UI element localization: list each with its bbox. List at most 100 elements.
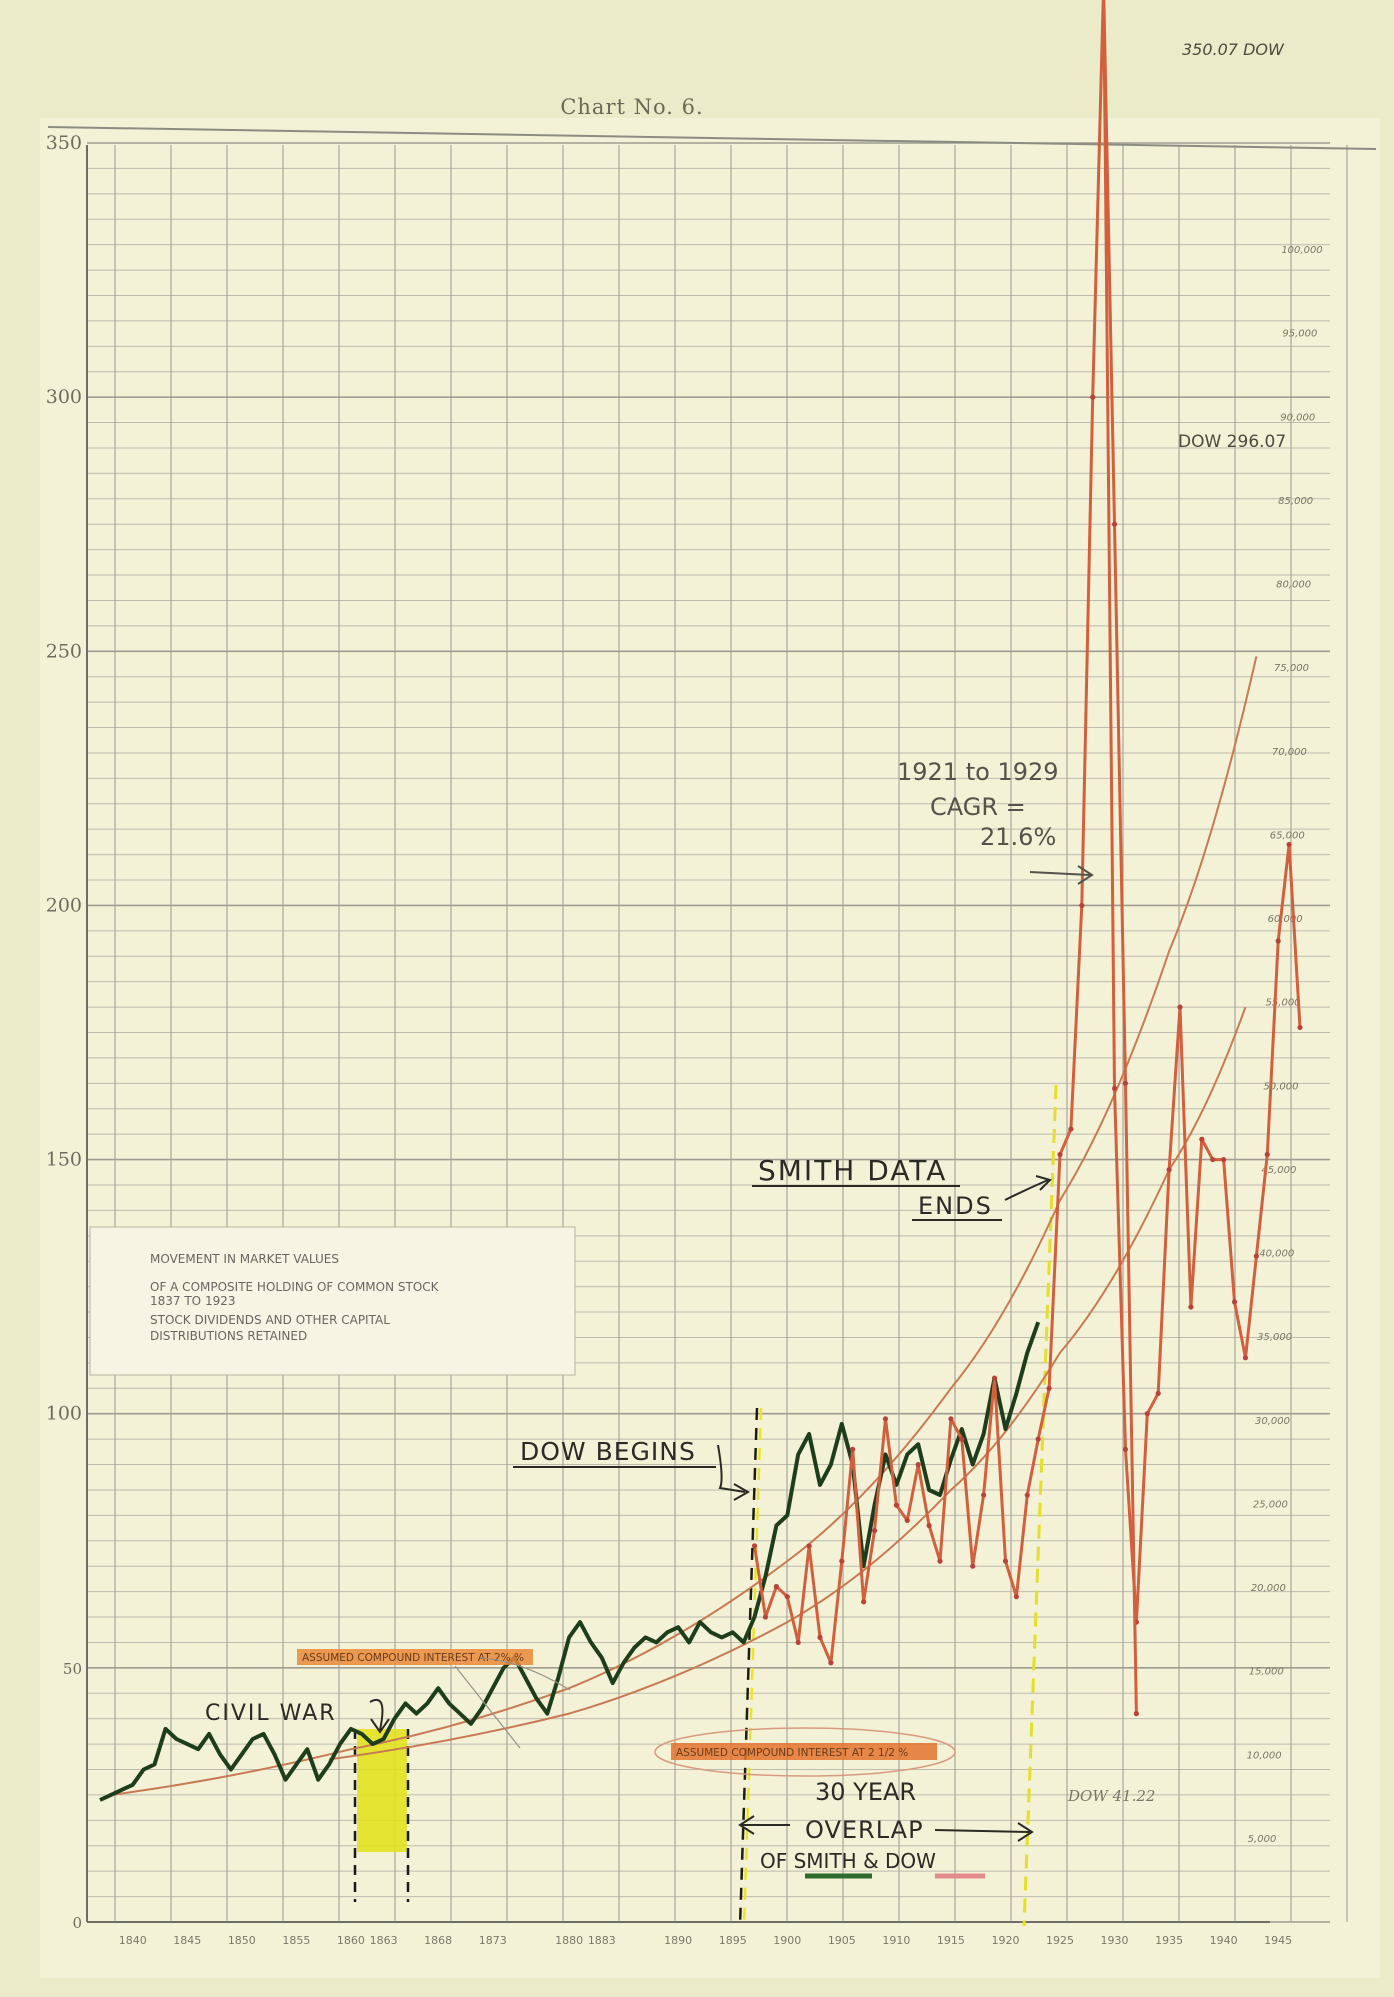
right-axis-label: 55,000: [1266, 998, 1301, 1009]
interest-label-lower-bg: [671, 1743, 937, 1760]
x-tick-label: 1920: [991, 1934, 1019, 1947]
dow-data-point: [1155, 1390, 1161, 1396]
smith-data-label-line-1: SMITH DATA: [758, 1154, 947, 1187]
x-tick-label: 1895: [719, 1934, 747, 1947]
x-tick-label: 1940: [1210, 1934, 1238, 1947]
right-axis-label: 95,000: [1282, 329, 1317, 340]
civil-war-label: CIVIL WAR: [205, 1701, 337, 1726]
cagr-label-line-3: 21.6%: [980, 823, 1056, 851]
dow-data-point: [1177, 1004, 1183, 1010]
right-axis-label: 15,000: [1249, 1667, 1284, 1678]
x-tick-labels: 1840 1845 1850 1855 1860 1863 1868 1873 1880 1883…: [119, 1934, 1292, 1947]
dow-data-point: [893, 1502, 899, 1508]
x-tick-label: 1925: [1046, 1934, 1074, 1947]
dow-data-point: [1221, 1156, 1227, 1163]
right-axis-label: 30,000: [1255, 1416, 1290, 1427]
dow-data-point: [871, 1528, 878, 1534]
y-tick-label: 100: [46, 1403, 82, 1425]
y-tick-label: 200: [46, 894, 82, 916]
cagr-label-line-1: 1921 to 1929: [897, 758, 1059, 786]
dow-data-point: [959, 1436, 965, 1442]
overlap-label-line-1: 30 YEAR: [815, 1778, 916, 1806]
dow-data-point: [981, 1492, 987, 1498]
dow-data-point: [762, 1614, 769, 1620]
right-axis-label: 20,000: [1251, 1583, 1286, 1594]
dow-data-point: [1231, 1299, 1238, 1305]
overlap-label-line-2: OVERLAP: [805, 1816, 924, 1844]
dow-41-label: DOW 41.22: [1067, 1787, 1155, 1805]
y-tick-label: 50: [63, 1660, 82, 1678]
dow-data-point: [1210, 1156, 1216, 1163]
right-axis-label: 25,000: [1253, 1499, 1288, 1510]
dow-data-point: [1079, 902, 1085, 909]
dow-data-point: [861, 1599, 867, 1605]
data-series: [99, 0, 1303, 1802]
dow-data-point: [1133, 1711, 1139, 1717]
overlap-arrow-right: [934, 1822, 1034, 1842]
dow-data-point: [784, 1594, 790, 1600]
vertical-gridlines: [114, 145, 1348, 1922]
right-axis-label: 35,000: [1257, 1332, 1292, 1343]
x-tick-label: 1880: [555, 1934, 583, 1947]
dow-data-point: [926, 1522, 932, 1529]
x-tick-label: 1855: [282, 1934, 310, 1947]
dow-data-point: [1264, 1151, 1270, 1158]
dow-data-point: [1242, 1355, 1249, 1361]
civil-war-arrow: [369, 1699, 390, 1734]
dow-data-point: [1068, 1126, 1074, 1132]
legend-line-3: 1837 TO 1923: [150, 1294, 235, 1308]
dow-data-point: [1057, 1151, 1063, 1158]
right-axis-label: 60,000: [1268, 914, 1303, 925]
dow-data-point: [1111, 1085, 1118, 1092]
dow-296-label: DOW 296.07: [1178, 432, 1286, 452]
dow-data-point: [1253, 1253, 1259, 1259]
right-axis-label: 5,000: [1248, 1834, 1277, 1845]
x-tick-label: 1915: [937, 1934, 965, 1947]
dow-begins-marker-yellow: [742, 1407, 763, 1927]
y-tick-label: 300: [46, 386, 82, 408]
x-tick-label: 1868: [424, 1934, 452, 1947]
dow-begins-label: DOW BEGINS: [520, 1437, 696, 1466]
y-tick-label: 0: [72, 1914, 82, 1932]
dow-data-point: [1297, 1024, 1303, 1031]
dow-data-point: [1199, 1136, 1205, 1142]
dow-data-point: [806, 1543, 812, 1549]
dow-data-point: [991, 1375, 998, 1381]
dow-data-point: [1166, 1167, 1172, 1173]
x-tick-label: 1910: [882, 1934, 910, 1947]
dow-data-point: [817, 1634, 823, 1640]
dow-data-point: [839, 1558, 845, 1564]
dow-data-point: [1111, 521, 1118, 527]
dow-data-point: [904, 1517, 910, 1524]
x-tick-label: 1930: [1101, 1934, 1129, 1947]
dow-data-point: [828, 1660, 834, 1666]
dow-data-point: [915, 1461, 921, 1468]
dow-data-point: [1144, 1411, 1150, 1417]
peak-label-line-1: 350.07 DOW: [1182, 40, 1285, 59]
legend-line-2: OF A COMPOSITE HOLDING OF COMMON STOCK: [150, 1280, 440, 1294]
cagr-label-line-2: CAGR =: [930, 793, 1026, 821]
legend-line-4: STOCK DIVIDENDS AND OTHER CAPITAL: [150, 1313, 390, 1327]
smith-data-arrow: [1004, 1175, 1052, 1201]
legend-line-5: DISTRIBUTIONS RETAINED: [150, 1329, 307, 1343]
y-tick-labels: 350 300 250 200 150 100 50 0: [46, 132, 82, 1932]
right-axis-label: 85,000: [1278, 496, 1313, 507]
dow-data-point: [1024, 1492, 1030, 1498]
dow-begins-arrow: [717, 1444, 751, 1501]
dow-data-point: [1122, 1446, 1129, 1452]
top-border-line: [47, 126, 1377, 150]
x-tick-label: 1890: [664, 1934, 692, 1947]
dow-data-point: [795, 1639, 801, 1646]
x-tick-label: 1905: [828, 1934, 856, 1947]
overlap-label-line-3: OF SMITH & DOW: [760, 1849, 936, 1873]
right-axis-label: 45,000: [1261, 1165, 1296, 1176]
right-axis-labels: 100,000 95,000 90,000 85,000 80,000 75,000 70,…: [1247, 245, 1323, 1845]
right-axis-label: 90,000: [1280, 412, 1315, 423]
dow-data-point: [970, 1563, 976, 1569]
dow-data-point: [1002, 1558, 1009, 1564]
dow-data-point: [1046, 1385, 1052, 1391]
right-axis-label: 75,000: [1274, 663, 1309, 674]
smith-data-label-line-2: ENDS: [918, 1192, 993, 1220]
dow-data-point: [1188, 1304, 1194, 1310]
